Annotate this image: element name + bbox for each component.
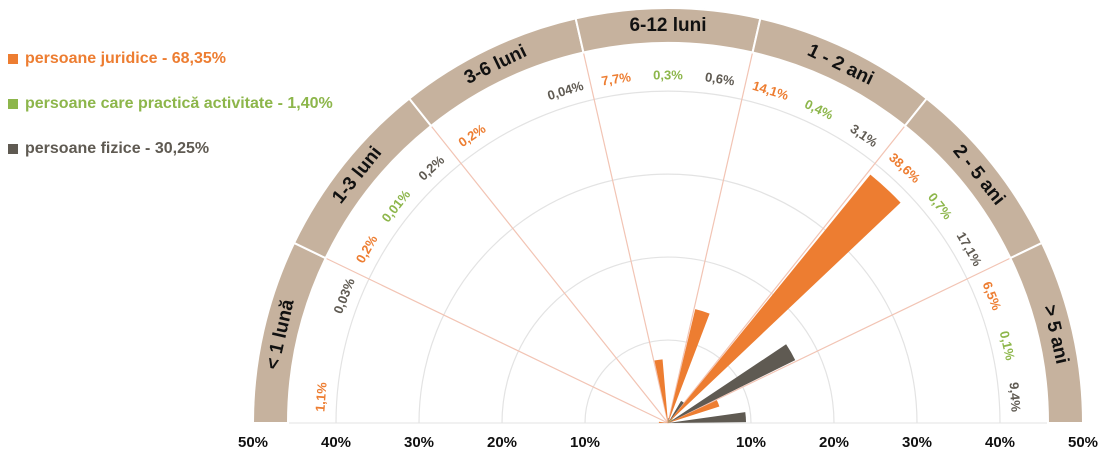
bar-wedge <box>668 344 796 423</box>
value-label: 0,03% <box>330 276 358 316</box>
value-label: 0,04% <box>546 78 586 103</box>
value-label: 14,1% <box>751 78 791 103</box>
gridline-ring <box>418 173 918 424</box>
value-label: 7,7% <box>600 69 632 88</box>
value-label: 9,4% <box>1006 382 1023 413</box>
bar-wedge <box>668 412 747 423</box>
value-label: 0,3% <box>653 68 683 83</box>
category-spoke <box>667 257 1011 424</box>
radial-tick-label: 40% <box>321 434 351 451</box>
value-label: 0,4% <box>802 96 836 123</box>
category-band-segment <box>1009 241 1085 424</box>
chart-labels: 1,1%0,03%0,2%0,01%0,2%0,2%0,04% 7,7% 0,3% 0… <box>238 68 1098 452</box>
legend-swatch-activitate <box>8 99 18 109</box>
legend-label-juridice: persoane juridice - 68,35% <box>25 50 226 67</box>
value-label: 0,2% <box>455 121 488 150</box>
gridline-ring <box>501 256 835 424</box>
radial-tick-label: 10% <box>570 434 600 451</box>
bar-wedge <box>668 419 673 423</box>
radial-tick-label: 20% <box>487 434 517 451</box>
radial-tick-label: 10% <box>736 434 766 451</box>
legend-label-activitate: persoane care practică activitate - 1,40… <box>25 95 333 112</box>
value-label: 0,1% <box>997 329 1018 362</box>
bar-wedge <box>654 359 668 423</box>
bar-wedge <box>668 419 670 423</box>
legend-swatch-fizice <box>8 144 18 154</box>
legend-item-juridice: persoane juridice - 68,35% <box>8 48 333 70</box>
radial-tick-label: 40% <box>985 434 1015 451</box>
value-label: 0,6% <box>704 69 736 88</box>
value-label: 38,6% <box>886 150 924 186</box>
value-label: 6,5% <box>980 279 1005 312</box>
category-spoke <box>582 52 669 424</box>
category-spoke <box>325 257 669 424</box>
radial-tick-label: 30% <box>902 434 932 451</box>
bar-wedge <box>666 421 668 423</box>
value-label: 3,1% <box>848 121 881 150</box>
category-spoke <box>430 125 669 424</box>
legend-item-fizice: persoane fizice - 30,25% <box>8 138 333 160</box>
category-spoke <box>667 52 754 424</box>
bar-wedge <box>668 400 720 423</box>
gridline-ring <box>335 90 1001 424</box>
bar-wedge <box>668 309 710 423</box>
bar-wedge <box>658 421 668 423</box>
radial-tick-label: 20% <box>819 434 849 451</box>
category-spoke <box>667 125 906 424</box>
value-label: 0,2% <box>353 232 381 266</box>
value-label: 1,1% <box>312 381 329 412</box>
chart-legend: persoane juridice - 68,35% persoane care… <box>8 48 333 183</box>
legend-swatch-juridice <box>8 54 18 64</box>
category-label: 6-12 luni <box>629 15 706 36</box>
radial-tick-label: 50% <box>1068 434 1098 451</box>
chart-bars <box>654 174 901 423</box>
radial-tick-label: 30% <box>404 434 434 451</box>
bar-wedge <box>666 422 668 423</box>
legend-label-fizice: persoane fizice - 30,25% <box>25 140 210 157</box>
bar-wedge <box>668 174 901 423</box>
radial-tick-label: 50% <box>238 434 268 451</box>
bar-wedge <box>668 418 670 423</box>
bar-wedge <box>668 400 684 423</box>
value-label: 0,01% <box>379 187 414 226</box>
legend-item-activitate: persoane care practică activitate - 1,40… <box>8 93 333 115</box>
bar-wedge <box>666 421 668 423</box>
